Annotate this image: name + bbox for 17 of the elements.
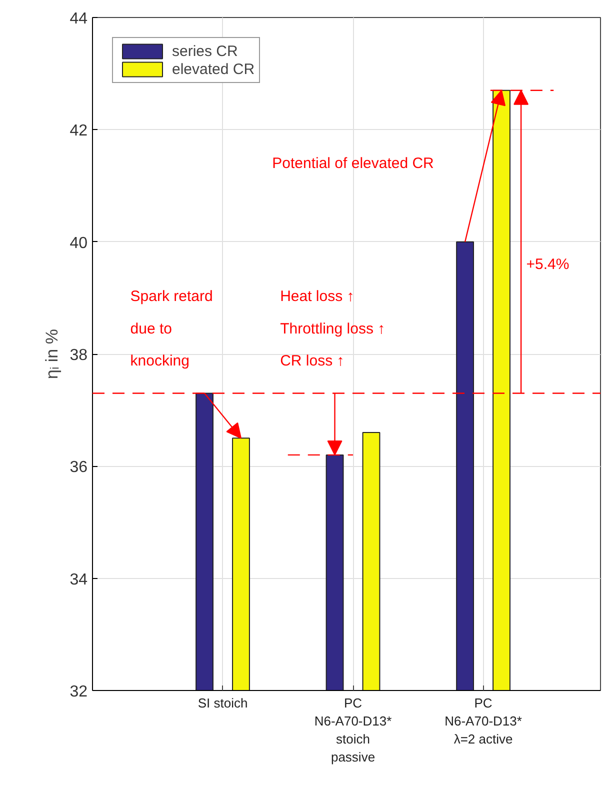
legend-label: elevated CR [172, 60, 255, 78]
y-tick-label: 42 [70, 122, 88, 140]
y-tick-label: 38 [70, 347, 88, 364]
y-tick-label: 44 [70, 10, 88, 28]
legend-label: series CR [172, 42, 238, 60]
y-tick-label: 36 [70, 459, 88, 476]
x-tick-label: SI stoich [198, 696, 248, 710]
y-tick-label: 34 [70, 571, 88, 588]
y-tick-label: 40 [70, 234, 88, 252]
annotation: +5.4% [526, 256, 570, 273]
annotation: Spark retard due to knocking [130, 288, 213, 370]
y-axis-title: ηᵢ in % [42, 329, 62, 379]
x-tick-label: PC N6-A70-D13* λ=2 active [444, 696, 522, 746]
annotation: Heat loss ↑ Throttling loss ↑ CR loss ↑ [280, 288, 386, 370]
y-tick-label: 32 [70, 684, 88, 700]
x-tick-label: PC N6-A70-D13* stoich passive [314, 696, 392, 764]
annotation: Potential of elevated CR [272, 154, 434, 172]
